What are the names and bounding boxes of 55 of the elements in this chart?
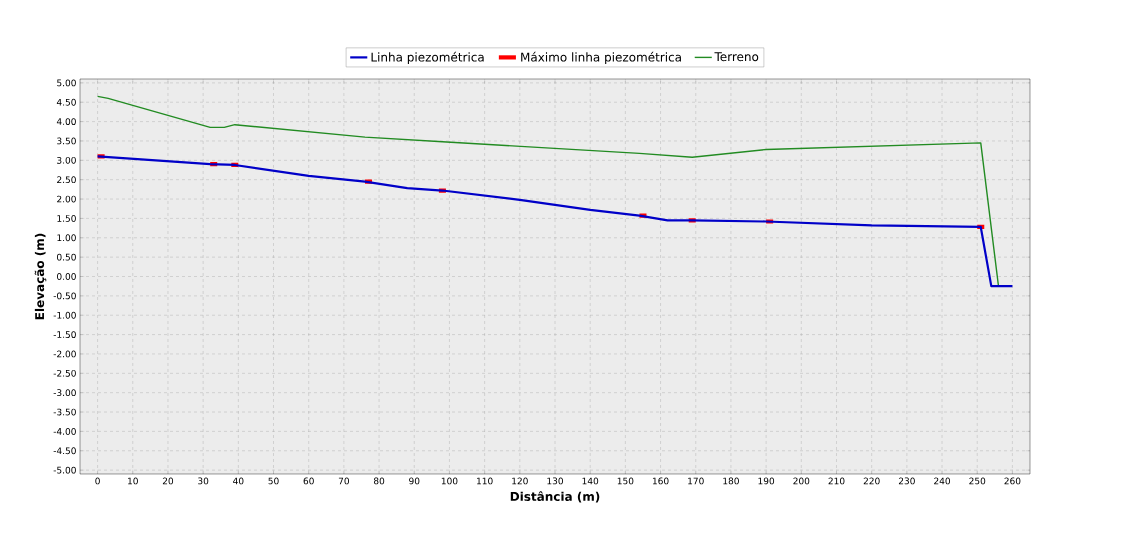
y-tick-label: -5.00 <box>53 466 76 474</box>
x-tick-label: 30 <box>198 477 209 485</box>
y-tick-label: 4.50 <box>56 98 76 106</box>
y-tick-label: 4.00 <box>56 118 76 125</box>
legend-label: Máximo linha piezométrica <box>521 51 681 64</box>
x-tick-label: 60 <box>303 477 314 485</box>
y-tick-label: 3.00 <box>57 156 76 164</box>
x-tick-label: 160 <box>652 477 669 485</box>
x-tick-label: 20 <box>162 477 174 485</box>
x-tick-label: 70 <box>338 477 350 485</box>
x-tick-label: 10 <box>128 477 138 485</box>
legend-label: Terreno <box>714 52 759 62</box>
x-tick-label: 110 <box>477 477 493 485</box>
x-tick-label: 230 <box>898 477 915 485</box>
y-tick-label: -2.50 <box>53 369 76 377</box>
x-tick-label: 210 <box>828 477 845 485</box>
y-tick-label: 2.00 <box>57 195 76 203</box>
legend-label: Linha piezométrica <box>371 51 484 64</box>
x-axis-title: Distância (m) <box>510 491 600 503</box>
x-tick-label: 190 <box>758 477 775 485</box>
y-tick-label: -1.00 <box>53 311 76 319</box>
x-tick-label: 0 <box>95 477 100 485</box>
x-tick-label: 170 <box>688 477 704 485</box>
y-tick-label: -1.50 <box>53 331 76 338</box>
y-tick-label: 0.50 <box>57 253 76 261</box>
x-tick-label: 240 <box>934 477 951 485</box>
x-tick-label: 50 <box>268 477 279 485</box>
y-tick-label: 1.00 <box>57 234 76 242</box>
x-tick-label: 130 <box>547 477 563 485</box>
x-tick-label: 80 <box>373 477 385 485</box>
line-series <box>96 95 1000 286</box>
x-tick-label: 250 <box>969 477 986 485</box>
line-series <box>96 155 1014 288</box>
x-tick-label: 150 <box>617 477 634 485</box>
y-tick-label: -3.00 <box>53 389 76 397</box>
y-tick-label: -3.50 <box>53 408 76 416</box>
y-tick-label: -2.00 <box>53 350 76 358</box>
y-tick-label: -4.50 <box>53 447 76 455</box>
x-tick-label: 180 <box>723 477 739 485</box>
x-tick-label: 100 <box>441 477 458 485</box>
y-tick-label: -0.50 <box>53 292 76 300</box>
x-tick-label: 200 <box>793 477 810 485</box>
x-tick-label: 220 <box>863 477 880 485</box>
y-tick-label: 1.50 <box>57 215 76 222</box>
x-tick-label: 40 <box>233 477 244 485</box>
x-tick-label: 120 <box>512 477 528 485</box>
x-tick-label: 140 <box>582 477 599 485</box>
y-tick-label: 3.50 <box>57 137 76 145</box>
x-tick-label: 260 <box>1004 477 1021 485</box>
x-tick-label: 90 <box>409 477 420 485</box>
y-tick-label: 0.00 <box>57 273 76 280</box>
y-tick-label: 5.00 <box>57 79 76 87</box>
y-tick-label: -4.00 <box>53 428 76 435</box>
y-tick-label: 2.50 <box>57 176 76 184</box>
y-axis-title: Elevação (m) <box>34 233 47 320</box>
